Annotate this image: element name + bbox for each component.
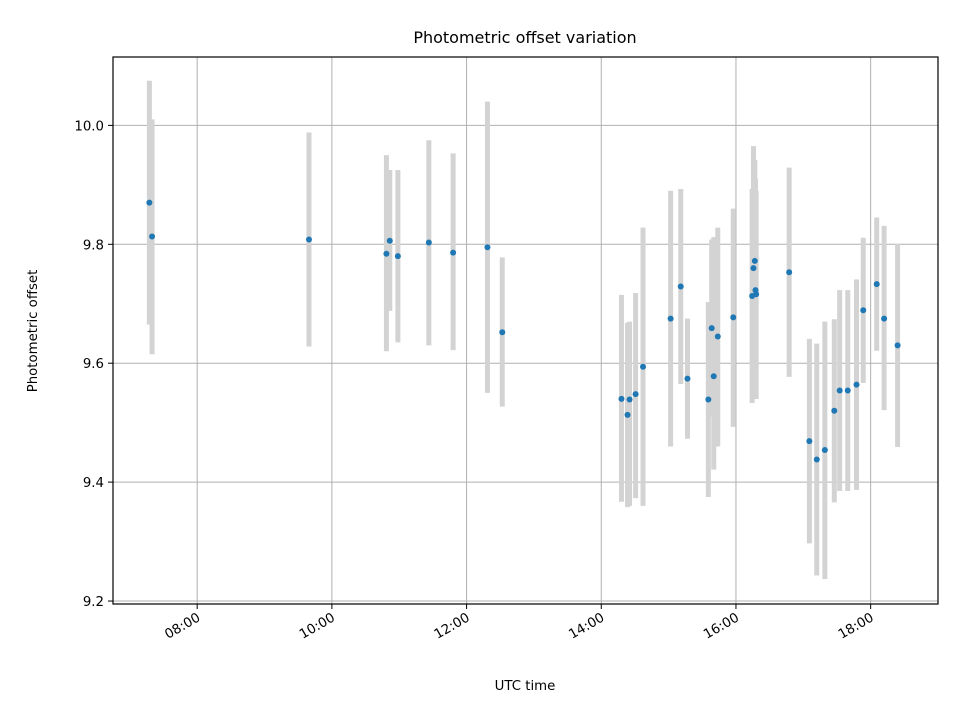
data-point	[844, 387, 851, 394]
data-point	[730, 314, 737, 321]
data-point	[750, 265, 757, 272]
data-point	[425, 239, 432, 246]
y-tick-label: 9.8	[83, 238, 104, 253]
data-point	[684, 375, 691, 382]
data-point	[705, 396, 712, 403]
data-point	[831, 407, 838, 414]
data-point	[149, 233, 156, 240]
data-point	[860, 307, 867, 314]
data-point	[813, 456, 820, 463]
data-point	[853, 381, 860, 388]
data-point	[394, 253, 401, 260]
data-point	[667, 315, 674, 322]
data-point	[753, 291, 760, 298]
data-point	[386, 237, 393, 244]
data-point	[499, 329, 506, 336]
y-axis-label: Photometric offset	[26, 270, 41, 393]
data-point	[894, 342, 901, 349]
data-point	[708, 325, 715, 332]
data-point	[146, 199, 153, 206]
y-tick-label: 9.6	[83, 357, 104, 372]
data-point	[626, 396, 633, 403]
data-point	[836, 387, 843, 394]
data-points	[146, 199, 901, 463]
data-point	[714, 333, 721, 340]
y-tick-label: 10.0	[74, 119, 104, 134]
data-point	[484, 244, 491, 251]
data-point	[450, 249, 457, 256]
data-point	[677, 283, 684, 290]
y-tick-label: 9.2	[83, 595, 104, 610]
data-point	[806, 438, 813, 445]
data-point	[751, 257, 758, 264]
data-point	[618, 395, 625, 402]
data-point	[624, 411, 631, 418]
data-point	[821, 447, 828, 454]
chart-title: Photometric offset variation	[413, 28, 636, 47]
x-axis-label: UTC time	[495, 679, 556, 694]
data-point	[305, 236, 312, 243]
data-point	[632, 391, 639, 398]
data-point	[873, 281, 880, 288]
plot-area-frame	[112, 56, 939, 605]
y-tick-label: 9.4	[83, 476, 104, 491]
data-point	[383, 250, 390, 257]
data-point	[640, 363, 647, 370]
grid	[113, 57, 938, 604]
data-point	[786, 269, 793, 276]
data-point	[881, 315, 888, 322]
data-point	[710, 373, 717, 380]
